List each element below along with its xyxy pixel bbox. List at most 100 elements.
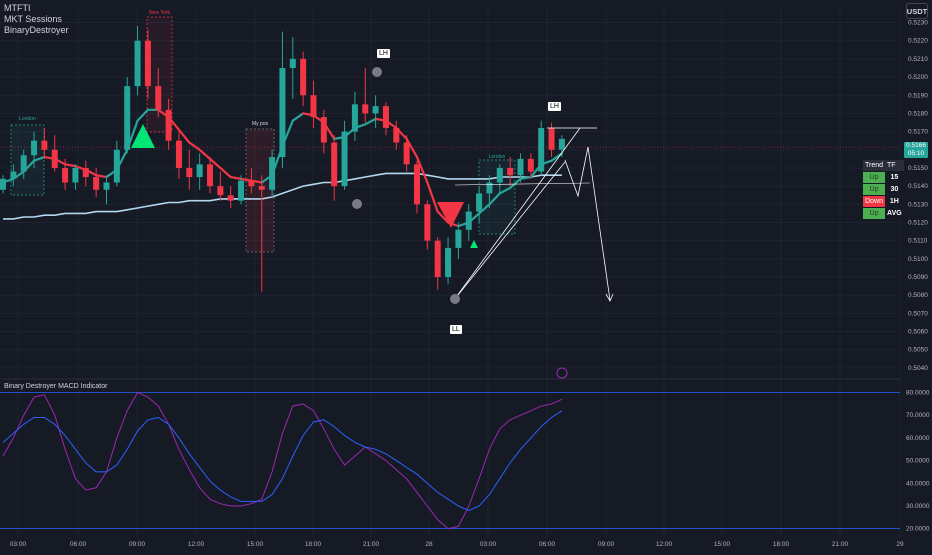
trend-table: Trend TF Up 15 Up 30 Down 1H Up AVG — [863, 159, 904, 219]
ema-fast-segment — [95, 174, 108, 179]
candle — [82, 160, 89, 187]
candle-body — [269, 157, 276, 190]
candle-body — [207, 164, 213, 187]
price-tick-label: 0.5230 — [908, 20, 928, 27]
candle-body — [320, 117, 327, 143]
candle-body — [300, 58, 307, 96]
ema-slow-line — [3, 172, 562, 220]
tf-header: TF — [885, 159, 904, 172]
candle-body — [165, 109, 172, 141]
trend-cell: Up — [863, 207, 886, 219]
candle — [0, 175, 6, 194]
price-tick-label: 0.5140 — [908, 183, 928, 190]
candle — [362, 67, 369, 123]
candle-body — [144, 40, 151, 87]
ema-fast-segment — [239, 177, 253, 182]
candle — [289, 37, 296, 99]
ema-fast-segment — [364, 117, 377, 126]
ema-fast-segment — [488, 192, 501, 206]
candle-body — [238, 180, 245, 201]
sell-signal-icon — [437, 202, 464, 228]
ema-fast-segment — [188, 141, 201, 151]
time-tick-label: 03:00 — [10, 541, 27, 548]
candle — [310, 80, 317, 128]
candle-body — [310, 95, 317, 118]
candle — [20, 149, 27, 179]
ema-slow-path — [3, 172, 562, 220]
time-tick-label: 15:00 — [714, 541, 731, 548]
ema-fast-segment — [519, 175, 532, 180]
candle — [465, 204, 472, 241]
projection-path — [564, 146, 611, 301]
time-tick-label: 09:00 — [129, 541, 146, 548]
price-tick-label: 0.5170 — [908, 129, 928, 136]
candle-body — [434, 240, 441, 278]
candle — [238, 175, 245, 205]
candle-body — [476, 193, 483, 212]
tf-cell: AVG — [885, 207, 904, 219]
candle-body — [527, 158, 534, 172]
price-tick-label: 0.5210 — [908, 56, 928, 63]
signal-line — [2, 410, 563, 512]
time-tick-label: 18:00 — [305, 541, 322, 548]
pivot-low-marker — [450, 294, 460, 304]
currency-button[interactable]: USDT — [906, 3, 928, 19]
candle — [227, 186, 234, 208]
candle — [341, 120, 348, 190]
time-tick-label: 06:00 — [70, 541, 87, 548]
session-label: London — [489, 154, 506, 160]
ema-fast-segment — [415, 155, 429, 184]
candle — [196, 153, 203, 190]
candle-body — [331, 142, 338, 187]
candle — [476, 186, 483, 223]
candle — [31, 131, 38, 168]
candle-body — [62, 167, 69, 183]
symbol-label[interactable]: MTFTI — [4, 3, 31, 13]
ema-fast-segment — [478, 203, 491, 215]
price-tag-value: 0.5166 — [906, 142, 926, 149]
time-tick-label: 21:00 — [832, 541, 849, 548]
ema-fast-segment — [32, 155, 46, 162]
price-tick-label: 0.5180 — [908, 110, 928, 117]
ema-fast-segment — [405, 137, 419, 159]
ema-fast-segment — [198, 148, 212, 160]
price-tick-label: 0.5100 — [908, 256, 928, 263]
candle — [424, 200, 431, 250]
session-label: New York — [149, 10, 171, 16]
ema-fast-segment — [63, 163, 77, 168]
price-tick-label: 0.5120 — [908, 219, 928, 226]
candle — [175, 131, 182, 179]
candle-body — [403, 142, 410, 165]
time-tick-label: 03:00 — [480, 541, 497, 548]
indicator-mkt-sessions[interactable]: MKT Sessions — [4, 14, 62, 24]
candle-body — [258, 186, 265, 190]
candle-body — [362, 104, 369, 114]
time-axis: 03:00 06:00 09:00 12:00 15:00 18:00 21:00 28 03:… — [10, 541, 904, 548]
price-tick-label: 0.5060 — [908, 329, 928, 336]
event-icon — [556, 367, 568, 379]
candle — [186, 149, 193, 190]
tf-cell: 1H — [885, 195, 904, 208]
trend-cell: Up — [863, 171, 886, 184]
macd-tick-label: 80.0000 — [906, 390, 930, 397]
candle — [41, 127, 48, 159]
candle — [517, 153, 524, 183]
candle — [62, 158, 69, 190]
candle — [51, 135, 58, 172]
candle — [103, 175, 110, 205]
candle — [248, 167, 255, 194]
buy-signal-icon — [131, 124, 155, 148]
macd-line — [2, 391, 563, 530]
time-tick-label: 12:00 — [188, 541, 205, 548]
macd-title[interactable]: Binary Destroyer MACD Indicator — [4, 383, 108, 390]
pivot-high-marker — [372, 67, 382, 77]
ema-fast-segment — [177, 128, 191, 144]
candle-body — [31, 140, 38, 156]
drawings — [453, 127, 614, 302]
indicator-binary-destroyer[interactable]: BinaryDestroyer — [4, 25, 69, 35]
current-price-tag: 0.5166 05:10 — [904, 142, 928, 158]
ll-label: LL — [450, 325, 462, 334]
wedge-upper-line — [453, 127, 581, 301]
